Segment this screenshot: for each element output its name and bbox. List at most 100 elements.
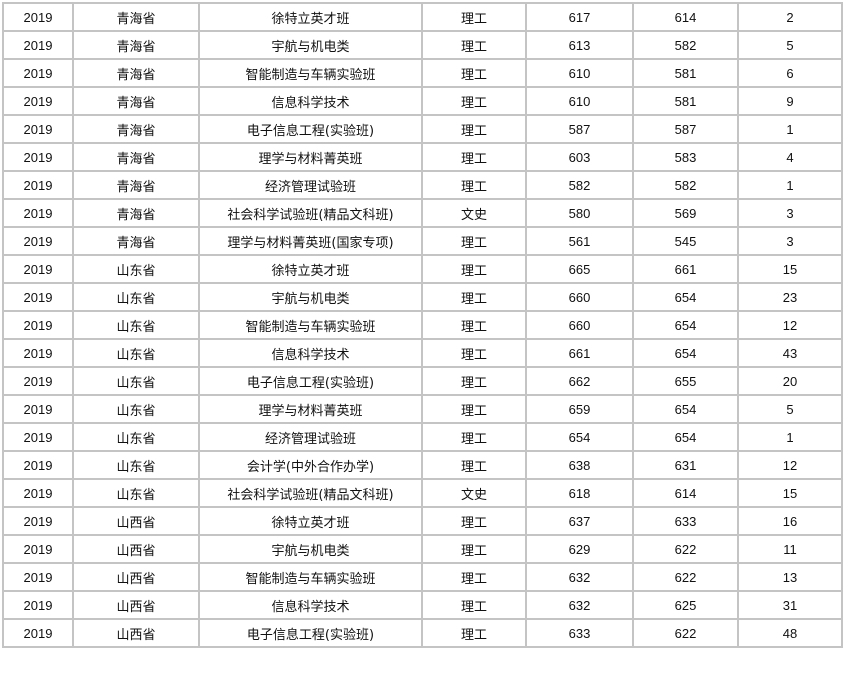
count-cell: 12 — [737, 450, 843, 480]
major-cell: 经济管理试验班 — [198, 170, 423, 200]
category-cell: 理工 — [421, 30, 527, 60]
year-cell: 2019 — [2, 338, 74, 368]
year-cell: 2019 — [2, 506, 74, 536]
max-score-cell: 582 — [525, 170, 634, 200]
min-score-cell: 581 — [632, 58, 739, 88]
max-score-cell: 654 — [525, 422, 634, 452]
max-score-cell: 629 — [525, 534, 634, 564]
count-cell: 15 — [737, 254, 843, 284]
min-score-cell: 654 — [632, 282, 739, 312]
category-cell: 理工 — [421, 562, 527, 592]
category-cell: 文史 — [421, 198, 527, 228]
table-row: 2019 山东省 经济管理试验班 理工 654 654 1 — [2, 422, 843, 452]
min-score-cell: 633 — [632, 506, 739, 536]
count-cell: 12 — [737, 310, 843, 340]
year-cell: 2019 — [2, 226, 74, 256]
category-cell: 理工 — [421, 254, 527, 284]
min-score-cell: 583 — [632, 142, 739, 172]
year-cell: 2019 — [2, 478, 74, 508]
category-cell: 理工 — [421, 58, 527, 88]
category-cell: 文史 — [421, 478, 527, 508]
min-score-cell: 661 — [632, 254, 739, 284]
count-cell: 3 — [737, 226, 843, 256]
table-row: 2019 青海省 理学与材料菁英班(国家专项) 理工 561 545 3 — [2, 226, 843, 256]
province-cell: 山东省 — [72, 450, 200, 480]
province-cell: 山西省 — [72, 590, 200, 620]
min-score-cell: 625 — [632, 590, 739, 620]
category-cell: 理工 — [421, 394, 527, 424]
province-cell: 青海省 — [72, 30, 200, 60]
province-cell: 山西省 — [72, 506, 200, 536]
category-cell: 理工 — [421, 114, 527, 144]
province-cell: 山东省 — [72, 366, 200, 396]
province-cell: 山东省 — [72, 394, 200, 424]
max-score-cell: 580 — [525, 198, 634, 228]
max-score-cell: 637 — [525, 506, 634, 536]
category-cell: 理工 — [421, 338, 527, 368]
max-score-cell: 665 — [525, 254, 634, 284]
min-score-cell: 654 — [632, 422, 739, 452]
min-score-cell: 654 — [632, 394, 739, 424]
table-row: 2019 山东省 徐特立英才班 理工 665 661 15 — [2, 254, 843, 284]
count-cell: 5 — [737, 394, 843, 424]
table-row: 2019 山西省 徐特立英才班 理工 637 633 16 — [2, 506, 843, 536]
year-cell: 2019 — [2, 534, 74, 564]
max-score-cell: 603 — [525, 142, 634, 172]
table-row: 2019 山西省 信息科学技术 理工 632 625 31 — [2, 590, 843, 620]
province-cell: 青海省 — [72, 226, 200, 256]
table-row: 2019 青海省 智能制造与车辆实验班 理工 610 581 6 — [2, 58, 843, 88]
table-row: 2019 山西省 宇航与机电类 理工 629 622 11 — [2, 534, 843, 564]
category-cell: 理工 — [421, 170, 527, 200]
province-cell: 青海省 — [72, 114, 200, 144]
year-cell: 2019 — [2, 30, 74, 60]
major-cell: 电子信息工程(实验班) — [198, 366, 423, 396]
max-score-cell: 632 — [525, 590, 634, 620]
min-score-cell: 587 — [632, 114, 739, 144]
major-cell: 信息科学技术 — [198, 590, 423, 620]
min-score-cell: 622 — [632, 618, 739, 648]
year-cell: 2019 — [2, 590, 74, 620]
max-score-cell: 662 — [525, 366, 634, 396]
min-score-cell: 581 — [632, 86, 739, 116]
category-cell: 理工 — [421, 2, 527, 32]
count-cell: 31 — [737, 590, 843, 620]
year-cell: 2019 — [2, 58, 74, 88]
max-score-cell: 587 — [525, 114, 634, 144]
major-cell: 会计学(中外合作办学) — [198, 450, 423, 480]
year-cell: 2019 — [2, 310, 74, 340]
year-cell: 2019 — [2, 86, 74, 116]
table-row: 2019 山东省 信息科学技术 理工 661 654 43 — [2, 338, 843, 368]
table-row: 2019 青海省 宇航与机电类 理工 613 582 5 — [2, 30, 843, 60]
province-cell: 青海省 — [72, 86, 200, 116]
year-cell: 2019 — [2, 254, 74, 284]
count-cell: 48 — [737, 618, 843, 648]
province-cell: 山西省 — [72, 534, 200, 564]
table-row: 2019 山西省 电子信息工程(实验班) 理工 633 622 48 — [2, 618, 843, 648]
count-cell: 4 — [737, 142, 843, 172]
table-row: 2019 青海省 经济管理试验班 理工 582 582 1 — [2, 170, 843, 200]
max-score-cell: 618 — [525, 478, 634, 508]
year-cell: 2019 — [2, 282, 74, 312]
category-cell: 理工 — [421, 310, 527, 340]
max-score-cell: 632 — [525, 562, 634, 592]
major-cell: 社会科学试验班(精品文科班) — [198, 478, 423, 508]
table-row: 2019 山东省 电子信息工程(实验班) 理工 662 655 20 — [2, 366, 843, 396]
category-cell: 理工 — [421, 422, 527, 452]
category-cell: 理工 — [421, 534, 527, 564]
count-cell: 16 — [737, 506, 843, 536]
count-cell: 23 — [737, 282, 843, 312]
year-cell: 2019 — [2, 366, 74, 396]
province-cell: 青海省 — [72, 58, 200, 88]
province-cell: 青海省 — [72, 198, 200, 228]
count-cell: 20 — [737, 366, 843, 396]
count-cell: 9 — [737, 86, 843, 116]
category-cell: 理工 — [421, 506, 527, 536]
major-cell: 信息科学技术 — [198, 338, 423, 368]
min-score-cell: 622 — [632, 562, 739, 592]
count-cell: 1 — [737, 422, 843, 452]
major-cell: 电子信息工程(实验班) — [198, 618, 423, 648]
major-cell: 徐特立英才班 — [198, 254, 423, 284]
major-cell: 徐特立英才班 — [198, 506, 423, 536]
table-row: 2019 青海省 理学与材料菁英班 理工 603 583 4 — [2, 142, 843, 172]
major-cell: 信息科学技术 — [198, 86, 423, 116]
